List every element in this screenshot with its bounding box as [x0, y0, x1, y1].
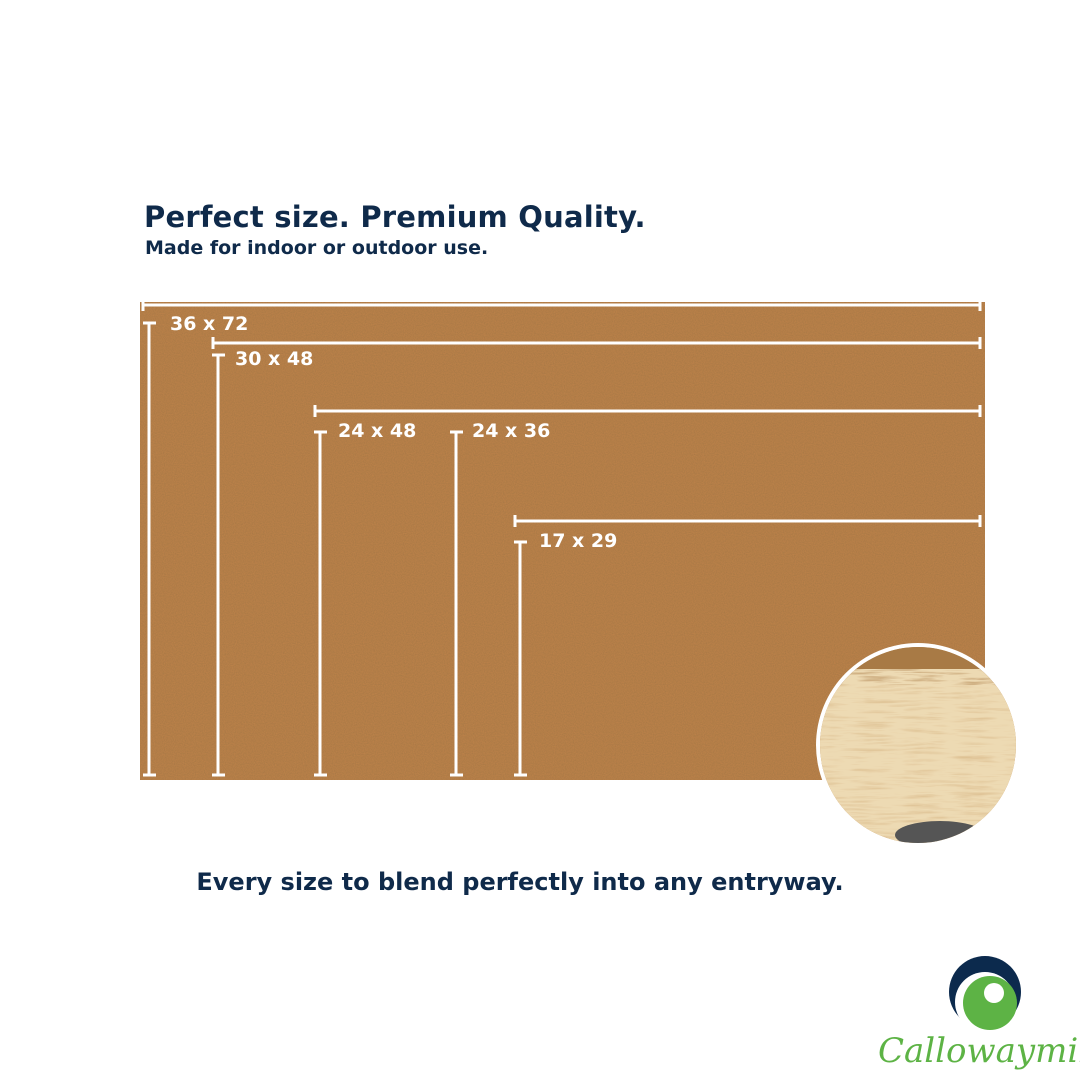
subheadline: Made for indoor or outdoor use.	[145, 237, 489, 259]
brand-logo: Callowaymills	[878, 956, 1080, 1071]
fiber-closeup-image	[816, 643, 1020, 847]
brand-name: Callowaymills	[878, 1031, 1080, 1071]
size-label: 24 x 48	[338, 420, 416, 442]
tagline: Every size to blend perfectly into any e…	[196, 868, 844, 896]
size-label: 30 x 48	[235, 348, 313, 370]
doormat	[140, 302, 985, 780]
dimension-lines	[141, 299, 982, 777]
size-label: 17 x 29	[539, 530, 617, 552]
headline: Perfect size. Premium Quality.	[144, 200, 646, 234]
size-label: 36 x 72	[170, 313, 248, 335]
size-label: 24 x 36	[472, 420, 550, 442]
